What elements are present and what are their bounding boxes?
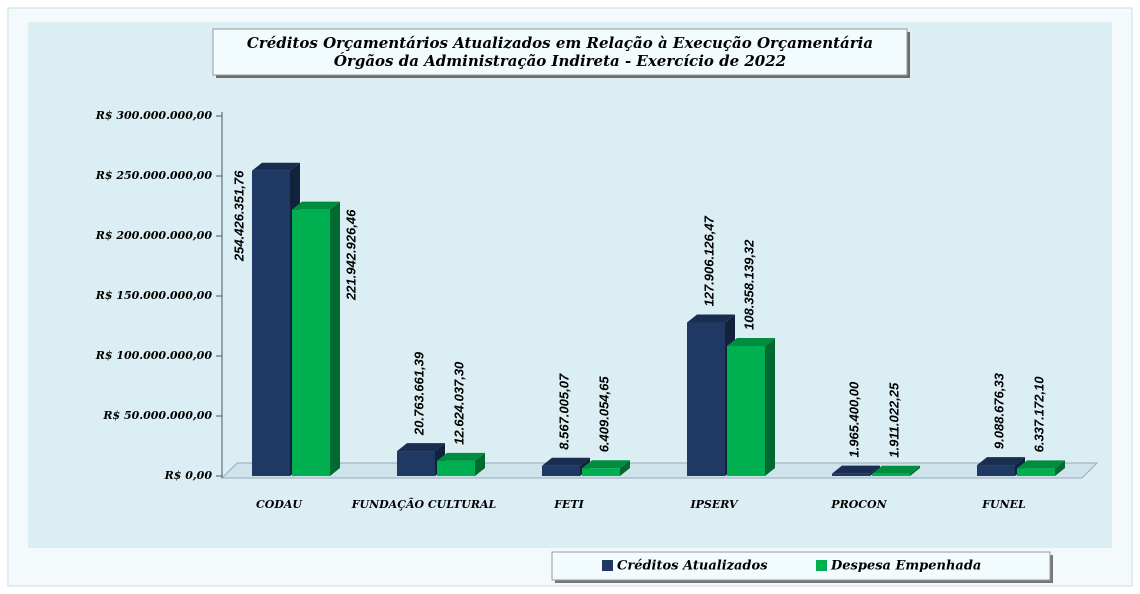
y-tick-label: R$ 150.000.000,00 xyxy=(95,289,213,302)
bar-top xyxy=(687,314,735,323)
floor xyxy=(220,462,1099,479)
data-label: 6.337.172,10 xyxy=(1031,376,1046,453)
y-tick-label: R$ 0,00 xyxy=(164,469,213,482)
bar-side xyxy=(330,201,340,476)
data-label: 1.911.022,25 xyxy=(886,382,901,458)
title-box xyxy=(212,28,908,76)
x-tick-label: FUNEL xyxy=(981,498,1026,511)
bar xyxy=(397,451,435,476)
bar xyxy=(687,322,725,476)
bar-top xyxy=(542,457,590,466)
y-tick-label: R$ 200.000.000,00 xyxy=(95,229,213,242)
bar xyxy=(872,473,910,476)
y-tick-label: R$ 300.000.000,00 xyxy=(95,109,213,122)
x-tick-label: IPSERV xyxy=(689,498,738,511)
x-tick-label: FETI xyxy=(553,498,584,511)
x-tick-label: FUNDAÇÃO CULTURAL xyxy=(351,497,497,511)
y-tick-label: R$ 250.000.000,00 xyxy=(95,169,213,182)
legend-label: Créditos Atualizados xyxy=(617,559,768,574)
bar-top xyxy=(252,162,300,171)
bar-top xyxy=(397,443,445,452)
legend-label: Despesa Empenhada xyxy=(830,559,981,574)
data-label: 9.088.676,33 xyxy=(991,372,1006,449)
y-tick-label: R$ 50.000.000,00 xyxy=(102,409,212,422)
bar-side xyxy=(1055,460,1065,476)
x-tick-label: CODAU xyxy=(256,498,303,511)
data-label: 108.358.139,32 xyxy=(741,239,756,330)
data-label: 20.763.661,39 xyxy=(411,351,426,436)
bar-side xyxy=(475,452,485,476)
bar-top xyxy=(727,337,775,346)
bar xyxy=(437,460,475,476)
bar xyxy=(542,465,580,476)
bar xyxy=(832,473,870,476)
legend-box xyxy=(551,551,1051,581)
bar-side xyxy=(765,337,775,476)
chart-title: Créditos Orçamentários Atualizados em Re… xyxy=(247,34,873,52)
data-label: 254.426.351,76 xyxy=(231,170,246,262)
bar-top xyxy=(437,452,485,461)
data-label: 6.409.054,65 xyxy=(596,376,611,453)
bar-side xyxy=(620,460,630,476)
bar xyxy=(727,345,765,476)
bar-top xyxy=(1017,460,1065,469)
data-label: 221.942.926,46 xyxy=(343,209,358,301)
data-label: 12.624.037,30 xyxy=(451,361,466,445)
legend-swatch xyxy=(602,560,613,571)
bar xyxy=(292,209,330,476)
chart-subtitle: Órgãos da Administração Indireta - Exerc… xyxy=(334,52,786,70)
bar-top xyxy=(292,201,340,210)
bar-top xyxy=(977,457,1025,466)
bar xyxy=(977,465,1015,476)
bar-top xyxy=(832,465,880,474)
x-tick-label: PROCON xyxy=(830,498,887,511)
y-tick-label: R$ 100.000.000,00 xyxy=(95,349,213,362)
bar-top xyxy=(872,465,920,474)
data-label: 127.906.126,47 xyxy=(701,215,716,306)
bar xyxy=(582,468,620,476)
data-label: 8.567.005,07 xyxy=(556,373,571,450)
bar-top xyxy=(582,460,630,469)
bar-side xyxy=(910,465,920,476)
bar xyxy=(252,170,290,476)
legend-swatch xyxy=(816,560,827,571)
bar xyxy=(1017,468,1055,476)
data-label: 1.965.400,00 xyxy=(846,381,861,458)
